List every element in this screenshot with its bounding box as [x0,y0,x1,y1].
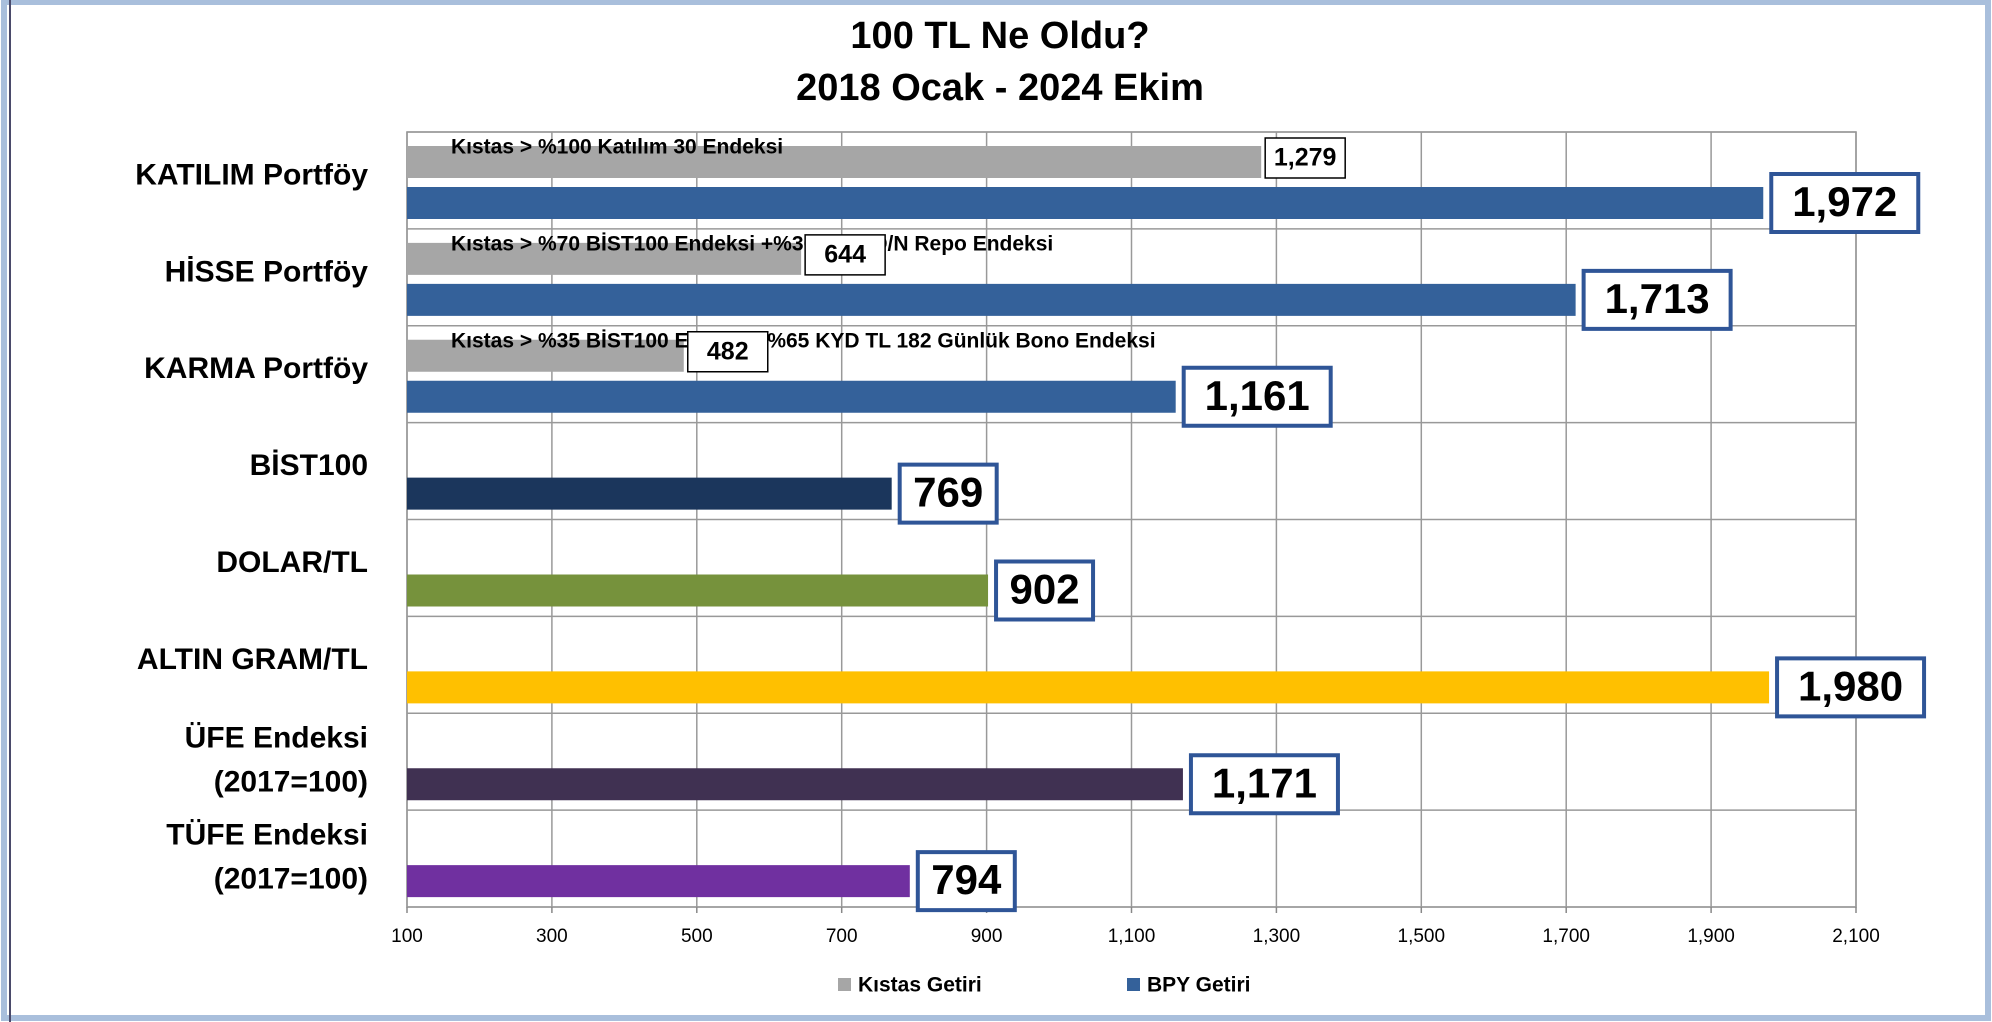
x-tick-label: 1,700 [1542,926,1590,947]
bar [407,242,802,275]
x-tick-label: 700 [826,926,858,947]
y-tick-label: HİSSE Portföy [165,255,369,288]
value-label: 1,161 [1205,372,1310,419]
y-tick-label: KATILIM Portföy [135,158,368,191]
legend-swatch [838,978,851,991]
value-label-box [1188,753,1340,816]
value-label-box [1181,365,1333,428]
chart-title: 100 TL Ne Oldu? [850,15,1149,57]
y-tick-label: ÜFE Endeksi (2017=100) [185,722,368,799]
y-tick-label: DOLAR/TL [216,546,368,579]
value-label: 902 [1010,566,1080,613]
bar [407,283,1576,316]
bar [407,380,1176,413]
legend-label: Kıstas Getiri [858,974,982,997]
annotation: Kıstas > %35 BİST100 Endeksi+%65 KYD TL … [451,329,1156,352]
bar [407,187,1764,219]
bar [407,339,684,372]
value-label: 794 [931,856,1002,903]
legend-label: BPY Getiri [1147,974,1250,997]
value-label: 482 [707,337,749,365]
x-tick-label: 1,900 [1687,926,1735,947]
bar [407,671,1770,704]
y-tick-label: BİST100 [250,449,368,482]
y-tick-label: KARMA Portföy [144,352,368,385]
value-label-box [1769,172,1921,234]
value-label-box [804,234,886,276]
bar [407,768,1183,801]
bar [407,865,910,898]
value-label: 1,713 [1605,275,1710,322]
annotation: Kıstas > %100 Katılım 30 Endeksi [451,136,783,159]
value-label-box [687,331,769,373]
value-label: 1,279 [1274,144,1337,172]
x-tick-label: 1,500 [1398,926,1446,947]
y-tick-label: ALTIN GRAM/TL [137,643,368,676]
y-tick-label: TÜFE Endeksi (2017=100) [166,818,368,895]
x-tick-label: 300 [536,926,568,947]
value-label-box [1264,137,1346,179]
x-tick-label: 900 [971,926,1003,947]
x-tick-label: 1,100 [1108,926,1156,947]
bar [407,146,1262,178]
value-label: 644 [824,240,866,268]
legend-swatch [1127,978,1140,991]
value-label-box [915,850,1017,913]
value-label: 769 [913,469,983,516]
annotation: Kıstas > %70 BİST100 Endeksi +%30 KYD O/… [451,232,1053,255]
value-label-box [1581,268,1733,331]
bar [407,574,989,607]
value-label: 1,980 [1798,662,1903,709]
value-label: 1,171 [1212,759,1317,806]
x-tick-label: 2,100 [1832,926,1880,947]
x-tick-label: 500 [681,926,713,947]
chart-subtitle: 2018 Ocak - 2024 Ekim [796,67,1204,109]
value-label-box [897,462,999,525]
value-label-box [1775,656,1927,719]
value-label-box [994,559,1096,622]
value-label: 1,972 [1792,178,1897,225]
bar [407,477,892,510]
x-tick-label: 1,300 [1253,926,1301,947]
x-tick-label: 100 [391,926,423,947]
